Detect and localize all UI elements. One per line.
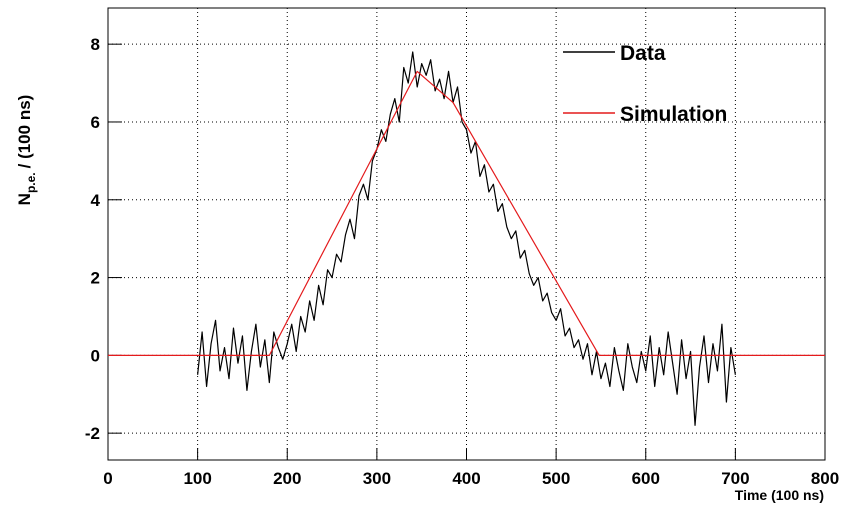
x-tick-label: 700 xyxy=(721,469,749,488)
legend-label: Data xyxy=(620,42,666,65)
x-tick-label: 400 xyxy=(452,469,480,488)
y-tick-label: 0 xyxy=(91,346,100,365)
x-tick-label: 0 xyxy=(103,469,112,488)
x-tick-label: 300 xyxy=(363,469,391,488)
y-tick-label: 8 xyxy=(91,35,100,54)
y-label-main: N xyxy=(15,193,34,205)
x-tick-label: 500 xyxy=(542,469,570,488)
x-tick-label: 200 xyxy=(273,469,301,488)
x-axis-label: Time (100 ns) xyxy=(735,487,824,503)
y-tick-label: 2 xyxy=(91,269,100,288)
y-tick-label: -2 xyxy=(85,424,100,443)
y-tick-label: 6 xyxy=(91,113,100,132)
series-line xyxy=(108,70,825,356)
y-label-subscript: p.e. xyxy=(24,172,38,193)
series-line xyxy=(197,51,736,426)
x-tick-label: 100 xyxy=(183,469,211,488)
y-axis-label: Np.e. / (100 ns) xyxy=(15,95,38,206)
y-tick-label: 4 xyxy=(91,191,101,210)
y-label-suffix: / (100 ns) xyxy=(15,95,34,169)
x-tick-label: 600 xyxy=(632,469,660,488)
x-tick-label: 800 xyxy=(811,469,839,488)
legend-label: Simulation xyxy=(620,103,727,126)
